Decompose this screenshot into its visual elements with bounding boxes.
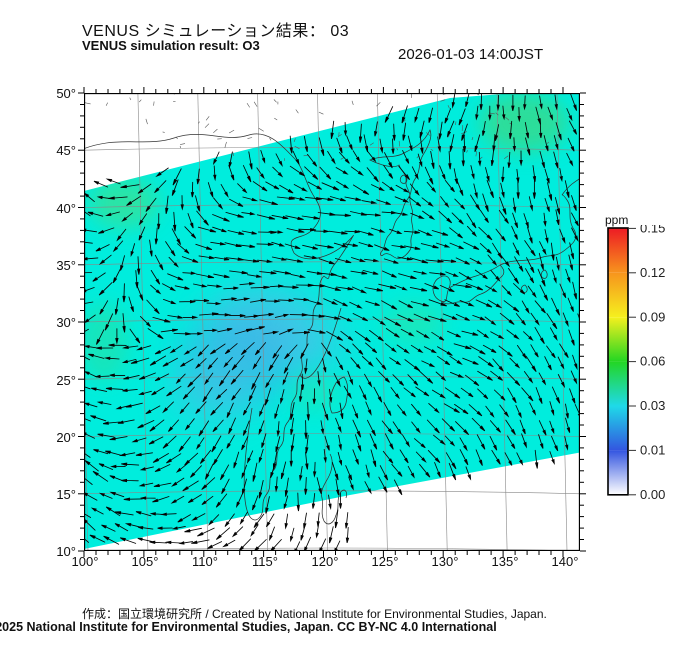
svg-text:0.12: 0.12 — [640, 265, 665, 280]
svg-text:0.01: 0.01 — [640, 443, 665, 458]
svg-text:0.09: 0.09 — [640, 309, 665, 324]
svg-text:0.03: 0.03 — [640, 398, 665, 413]
svg-text:0.00: 0.00 — [640, 487, 665, 502]
svg-text:0.15: 0.15 — [640, 225, 665, 236]
svg-text:0.06: 0.06 — [640, 354, 665, 369]
